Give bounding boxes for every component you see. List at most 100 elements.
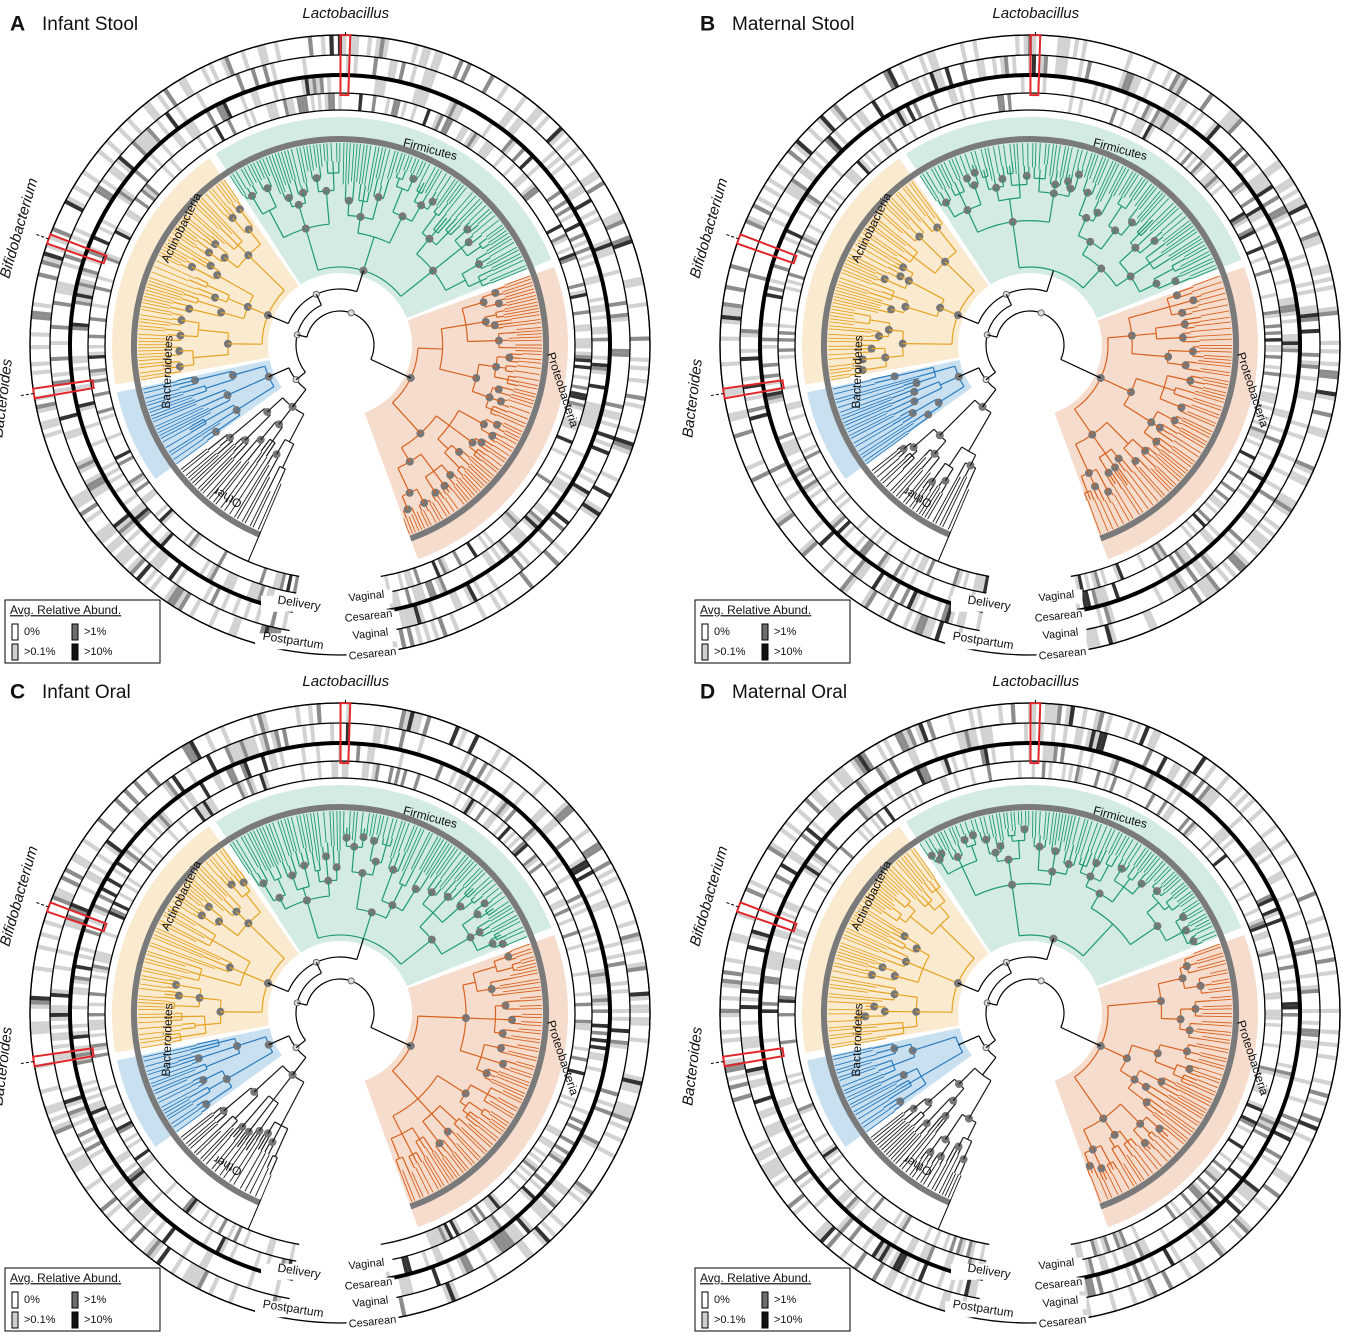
branch: [245, 1152, 266, 1191]
branch: [951, 489, 969, 531]
heatmap-cell: [88, 355, 105, 359]
heatmap-cell: [607, 301, 627, 308]
branch: [880, 458, 905, 481]
heatmap-cell: [1282, 334, 1300, 338]
heatmap-cell: [871, 1262, 885, 1281]
heatmap-cell: [270, 63, 279, 83]
heatmap-cell: [248, 716, 258, 736]
heatmap-cell: [580, 1086, 598, 1095]
heatmap-cell: [97, 149, 115, 165]
heatmap-cell: [932, 1230, 942, 1247]
heatmap-cell: [134, 197, 150, 210]
heatmap-cell: [741, 981, 761, 987]
branch: [259, 1103, 278, 1131]
heatmap-cell: [826, 862, 842, 875]
heatmap-cell: [416, 735, 426, 755]
heatmap-cell: [282, 609, 290, 629]
heatmap-cell: [398, 730, 406, 750]
heatmap-cell: [97, 276, 114, 284]
heatmap-cell: [164, 1181, 178, 1196]
heatmap-cell: [1080, 40, 1088, 60]
branch: [281, 1082, 304, 1125]
heatmap-cell: [813, 1132, 829, 1144]
branch: [273, 1075, 292, 1100]
node: [1086, 872, 1094, 880]
heatmap-cell: [71, 366, 89, 371]
heatmap-cell: [630, 336, 650, 341]
heatmap-cell: [1060, 745, 1066, 763]
heatmap-cell: [952, 772, 960, 789]
heatmap-cell: [907, 123, 918, 140]
heatmap-cell: [329, 35, 334, 55]
branch: [1012, 836, 1013, 842]
heatmap-cell: [929, 740, 940, 760]
heatmap-cell: [214, 125, 225, 141]
heatmap-cell: [749, 412, 769, 421]
heatmap-cell: [1077, 59, 1084, 79]
heatmap-cell: [760, 337, 778, 341]
heatmap-cell: [950, 754, 959, 772]
heatmap-cell: [1234, 458, 1250, 469]
heatmap-cell: [50, 356, 70, 361]
node: [303, 896, 311, 904]
heatmap-cell: [293, 576, 299, 593]
heatmap-cell: [1305, 915, 1325, 925]
heatmap-cell: [556, 435, 573, 445]
heatmap-cell: [779, 985, 796, 990]
heatmap-cell: [748, 273, 768, 282]
heatmap-cell: [629, 365, 649, 371]
heatmap-cell: [730, 264, 750, 273]
heatmap-cell: [777, 163, 796, 178]
heatmap-cell: [543, 885, 559, 896]
node: [1085, 469, 1093, 477]
node: [198, 911, 206, 919]
node: [195, 1054, 203, 1062]
heatmap-cell: [1281, 319, 1299, 324]
node: [1183, 962, 1191, 970]
phylum-label: Bacteroidetes: [159, 1003, 176, 1077]
node: [473, 910, 481, 918]
heatmap-cell: [413, 567, 422, 584]
heatmap-cell: [30, 996, 50, 1001]
heatmap-cell: [592, 485, 612, 498]
heatmap-cell: [573, 374, 590, 380]
heatmap-cell: [117, 127, 134, 144]
branch: [1019, 174, 1020, 185]
heatmap-cell: [1218, 1151, 1234, 1164]
heatmap-cell: [592, 1105, 612, 1116]
heatmap-cell: [531, 780, 547, 798]
heatmap-cell: [1161, 1270, 1174, 1290]
heatmap-cell: [371, 95, 377, 112]
heatmap-cell: [604, 953, 624, 961]
legend-swatch: [12, 644, 18, 660]
branch: [279, 469, 285, 483]
heatmap-cell: [1298, 1120, 1318, 1131]
heatmap-cell: [100, 1084, 117, 1092]
branch: [195, 1025, 205, 1026]
heatmap-cell: [1313, 944, 1333, 952]
legend-label: >1%: [774, 626, 797, 638]
heatmap-cell: [1278, 852, 1297, 866]
branch: [1061, 359, 1081, 368]
heatmap-cell: [126, 118, 143, 135]
branch: [268, 466, 280, 490]
heatmap-cell: [786, 1071, 803, 1079]
heatmap-cell: [574, 992, 591, 997]
heatmap-cell: [1300, 329, 1320, 334]
heatmap-cell: [1254, 269, 1271, 277]
heatmap-cell: [82, 170, 101, 185]
node: [202, 1100, 210, 1108]
heatmap-cell: [220, 726, 231, 746]
heatmap-cell: [327, 75, 331, 93]
node: [288, 871, 296, 879]
heatmap-cell: [1091, 83, 1099, 101]
heatmap-cell: [747, 405, 767, 413]
heatmap-cell: [796, 432, 813, 442]
heatmap-cell: [49, 1112, 69, 1123]
heatmap-cell: [260, 754, 269, 772]
heatmap-cell: [106, 432, 123, 442]
heatmap-cell: [398, 628, 406, 648]
panel: FirmicutesProteobacteriaActinobacteriaBa…: [0, 5, 650, 663]
heatmap-cell: [1247, 807, 1265, 823]
heatmap-cell: [595, 1098, 615, 1108]
